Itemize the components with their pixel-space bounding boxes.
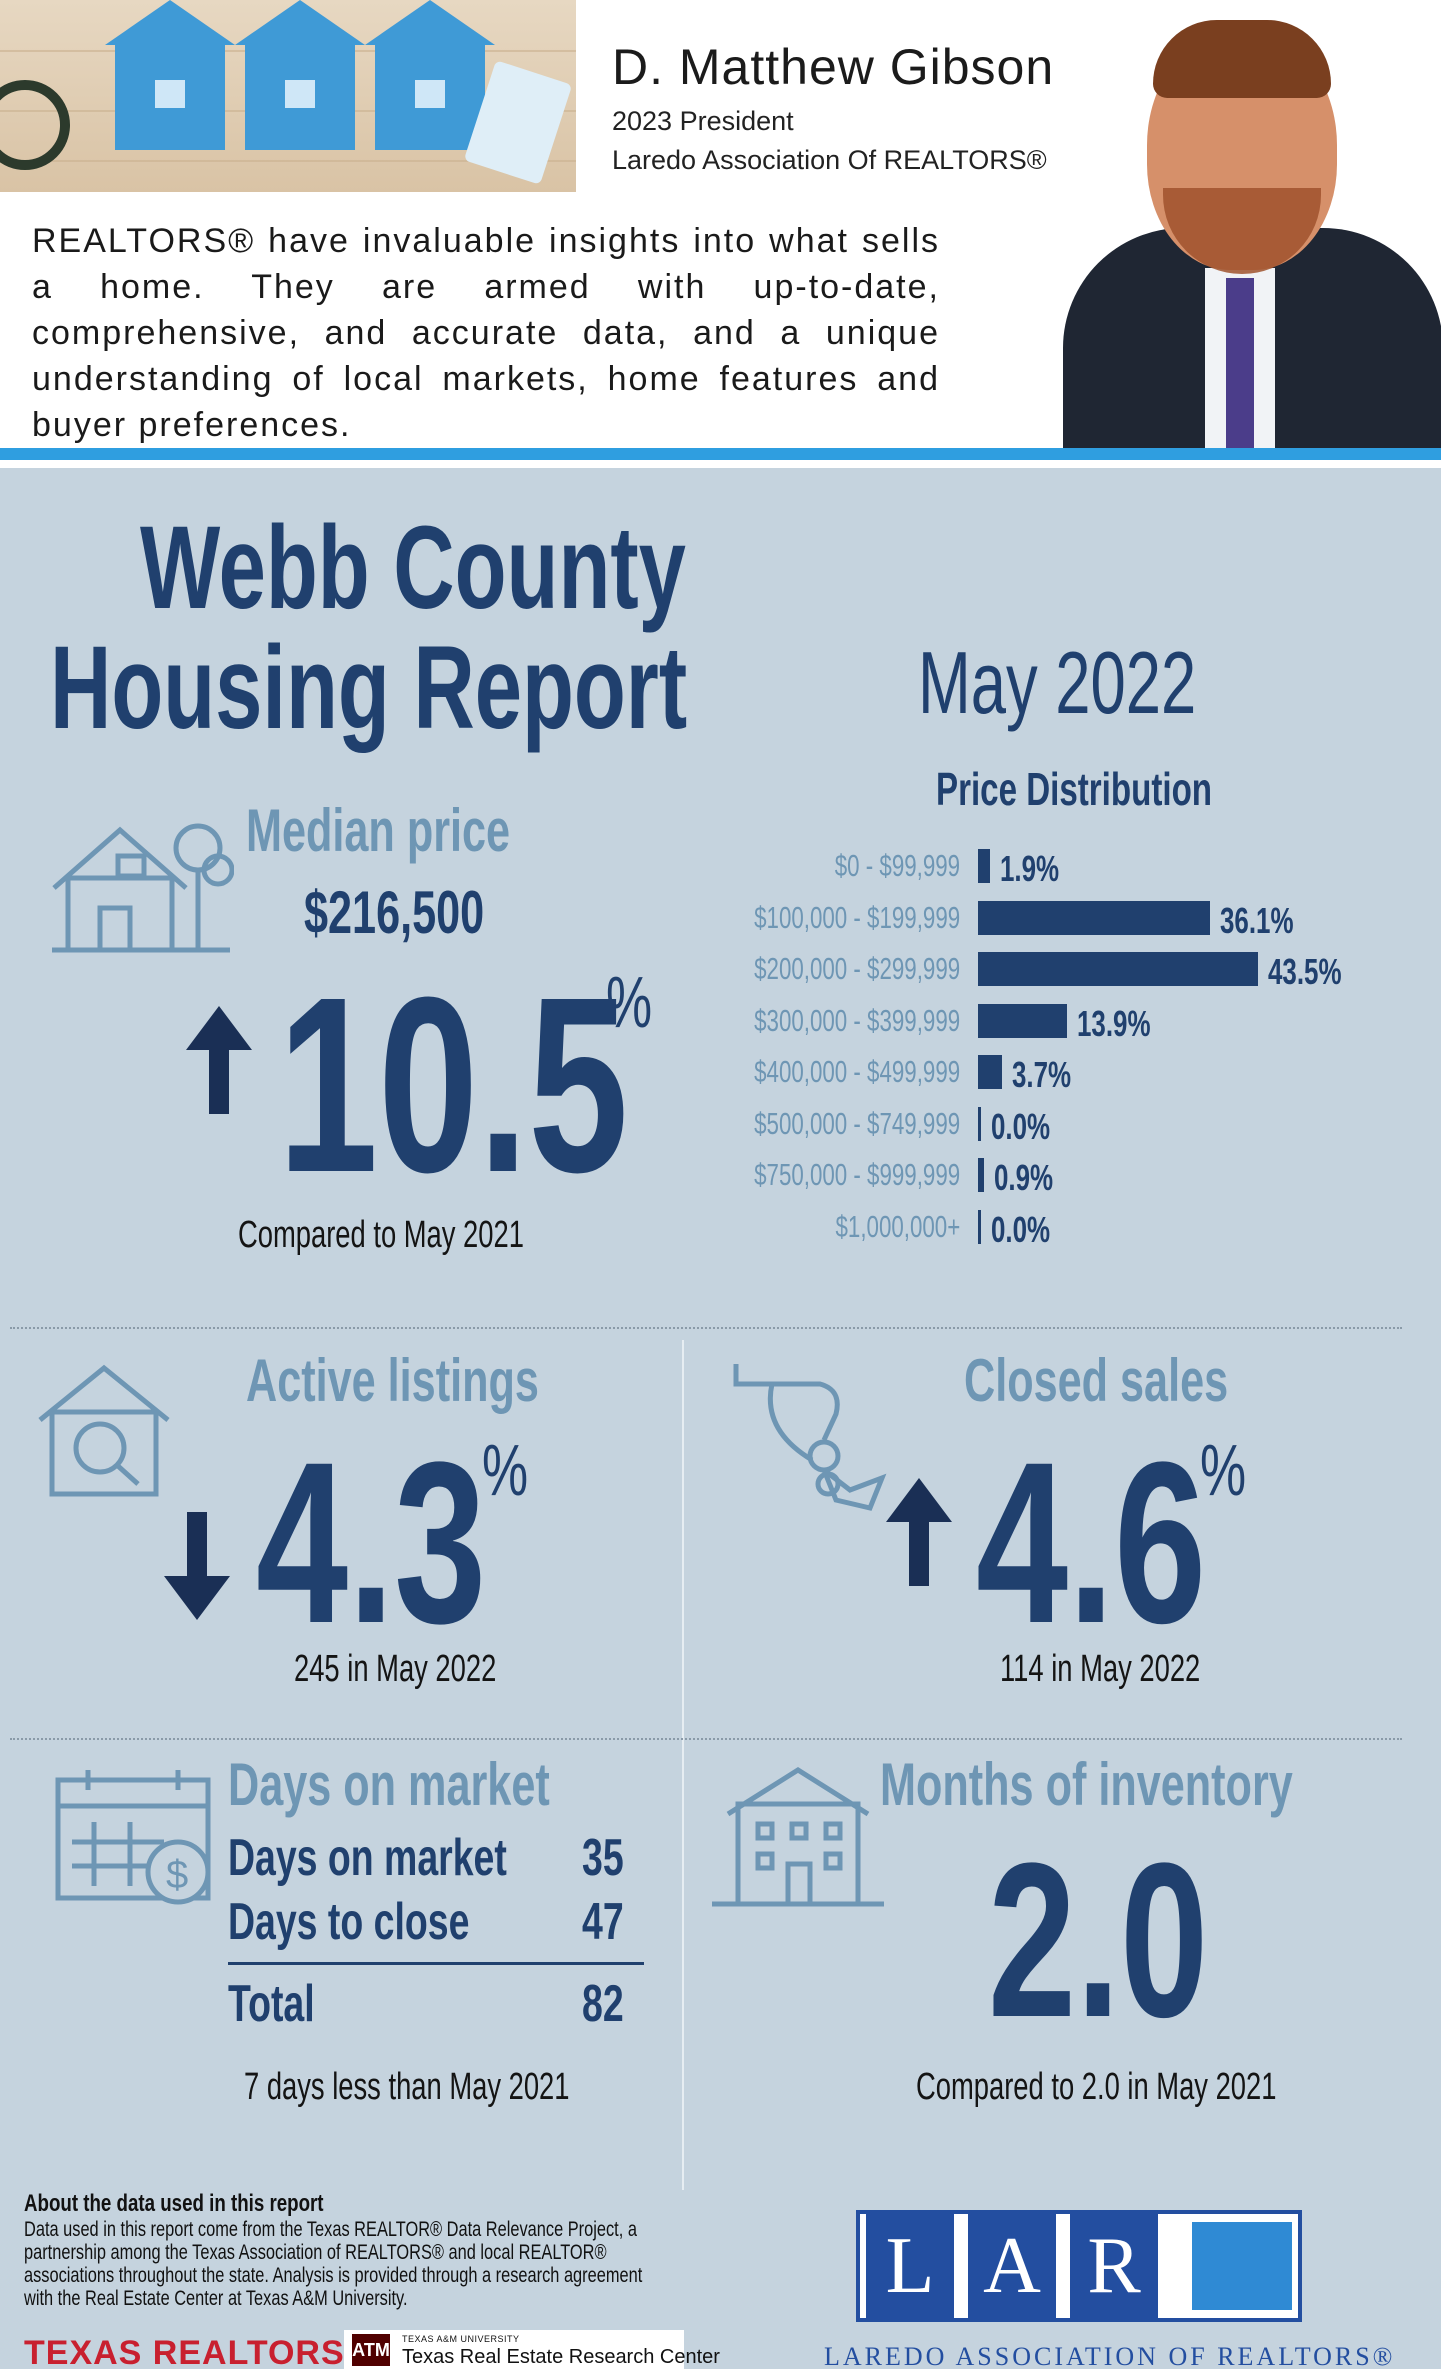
price-distribution-value: 0.0% xyxy=(991,1105,1051,1147)
president-name: D. Matthew Gibson xyxy=(612,39,1055,95)
median-price-change: 10.5 xyxy=(278,945,629,1224)
price-range-label: $0 - $99,999 xyxy=(834,848,960,883)
divider xyxy=(682,1340,684,2190)
active-listings-change: 4.3 xyxy=(256,1414,487,1671)
dom-row-value: 47 xyxy=(582,1893,624,1951)
house-model-icon xyxy=(105,0,235,150)
calendar-dollar-icon: $ xyxy=(55,1770,211,1905)
closed-sales-detail: 114 in May 2022 xyxy=(1000,1648,1201,1690)
lar-letter: A xyxy=(968,2214,1056,2318)
arrow-up-icon xyxy=(886,1478,952,1586)
median-price-unit: % xyxy=(606,963,653,1043)
price-range-label: $300,000 - $399,999 xyxy=(753,1002,960,1038)
lar-roof-icon xyxy=(1192,2222,1292,2310)
price-distribution-value: 3.7% xyxy=(1011,1054,1071,1095)
closed-sales-unit: % xyxy=(1200,1431,1247,1511)
lar-logo: L A R xyxy=(856,2210,1302,2322)
magnifier-icon xyxy=(0,80,70,170)
price-distribution-row: $300,000 - $399,999 13.9% xyxy=(700,1001,1400,1044)
price-distribution-row: $100,000 - $199,999 36.1% xyxy=(700,898,1400,941)
lar-letter: L xyxy=(866,2214,954,2318)
months-inventory-value: 2.0 xyxy=(988,1817,1209,2063)
active-listings-unit: % xyxy=(482,1431,529,1511)
price-distribution-value: 43.5% xyxy=(1268,951,1342,992)
price-distribution-value: 1.9% xyxy=(1000,848,1060,889)
price-distribution-bar xyxy=(978,1003,1068,1038)
price-range-label: $750,000 - $999,999 xyxy=(753,1157,960,1192)
price-distribution-row: $400,000 - $499,999 3.7% xyxy=(700,1052,1400,1095)
price-distribution-bar xyxy=(978,849,991,883)
tamu-logo-small: TEXAS A&M UNIVERSITY xyxy=(402,2334,520,2344)
president-organization: Laredo Association Of REALTORS® xyxy=(612,145,1047,175)
apartment-building-icon xyxy=(712,1767,884,1907)
months-inventory-comparison: Compared to 2.0 in May 2021 xyxy=(916,2066,1277,2108)
price-distribution-bar xyxy=(978,952,1258,986)
report-month: May 2022 xyxy=(918,633,1197,732)
dom-comparison: 7 days less than May 2021 xyxy=(244,2066,570,2108)
price-distribution-bar xyxy=(978,1209,981,1244)
price-distribution-row: $1,000,000+ 0.0% xyxy=(700,1207,1400,1250)
house-search-icon xyxy=(38,1364,170,1497)
accent-strip xyxy=(0,448,1441,460)
days-on-market-label: Days on market xyxy=(228,1751,550,1818)
price-distribution-row: $750,000 - $999,999 0.9% xyxy=(700,1155,1400,1198)
price-range-label: $100,000 - $199,999 xyxy=(753,899,960,935)
president-portrait xyxy=(1043,20,1441,448)
dom-total-label: Total xyxy=(228,1975,315,2033)
about-heading: About the data used in this report xyxy=(24,2190,324,2217)
price-distribution-value: 36.1% xyxy=(1220,899,1294,941)
lar-letter: R xyxy=(1070,2214,1158,2318)
median-price-label: Median price xyxy=(246,797,511,864)
arrow-up-icon xyxy=(186,1006,252,1114)
price-distribution-bar xyxy=(978,1158,984,1192)
dom-row-value: 35 xyxy=(582,1829,624,1887)
dom-total-value: 82 xyxy=(582,1975,624,2033)
tamu-logo-name: Texas Real Estate Research Center xyxy=(402,2346,720,2368)
active-listings-detail: 245 in May 2022 xyxy=(294,1648,497,1690)
price-distribution-bar xyxy=(978,1055,1002,1089)
closed-sales-label: Closed sales xyxy=(964,1347,1229,1414)
active-listings-label: Active listings xyxy=(246,1347,539,1414)
texas-realtors-logo: TEXAS REALTORS xyxy=(24,2334,345,2369)
total-rule xyxy=(228,1962,644,1965)
months-inventory-label: Months of inventory xyxy=(880,1751,1293,1818)
tamu-logo-icon: ATM xyxy=(352,2334,390,2366)
price-distribution-value: 13.9% xyxy=(1077,1002,1151,1044)
house-model-icon xyxy=(365,0,495,150)
hero-photo xyxy=(0,0,576,192)
price-distribution-title: Price Distribution xyxy=(936,763,1213,815)
dom-row-label: Days to close xyxy=(228,1893,470,1951)
report-title-line1: Webb County xyxy=(140,502,686,634)
house-model-icon xyxy=(235,0,365,150)
arrow-down-icon xyxy=(164,1512,230,1620)
report-title-line2: Housing Report xyxy=(50,622,688,754)
median-price-value: $216,500 xyxy=(304,879,485,946)
price-distribution-bar xyxy=(978,900,1211,935)
price-distribution-value: 0.9% xyxy=(993,1157,1053,1198)
price-range-label: $1,000,000+ xyxy=(835,1208,960,1244)
price-distribution-bar xyxy=(978,1106,981,1141)
price-distribution-row: $200,000 - $299,999 43.5% xyxy=(700,949,1400,992)
divider xyxy=(10,1738,1402,1740)
median-price-comparison: Compared to May 2021 xyxy=(238,1214,524,1256)
price-distribution-row: $500,000 - $749,999 0.0% xyxy=(700,1104,1400,1147)
house-tree-icon xyxy=(52,823,234,953)
about-text: Data used in this report come from the T… xyxy=(24,2218,643,2310)
price-range-label: $200,000 - $299,999 xyxy=(753,951,960,986)
svg-text:$: $ xyxy=(166,1853,188,1897)
intro-text: REALTORS® have invaluable insights into … xyxy=(32,222,940,444)
president-title: 2023 President xyxy=(612,106,794,136)
dom-row-label: Days on market xyxy=(228,1829,507,1887)
report-panel xyxy=(0,468,1441,2369)
divider xyxy=(10,1327,1402,1329)
price-range-label: $500,000 - $749,999 xyxy=(753,1105,960,1141)
closed-sales-change: 4.6 xyxy=(976,1414,1207,1671)
tamu-logo-box xyxy=(344,2330,684,2369)
price-distribution-row: $0 - $99,999 1.9% xyxy=(700,846,1400,889)
price-distribution-value: 0.0% xyxy=(991,1208,1051,1250)
lar-logo-name: LAREDO ASSOCIATION OF REALTORS® xyxy=(824,2342,1396,2369)
hand-key-icon xyxy=(733,1364,887,1511)
price-range-label: $400,000 - $499,999 xyxy=(753,1054,960,1089)
